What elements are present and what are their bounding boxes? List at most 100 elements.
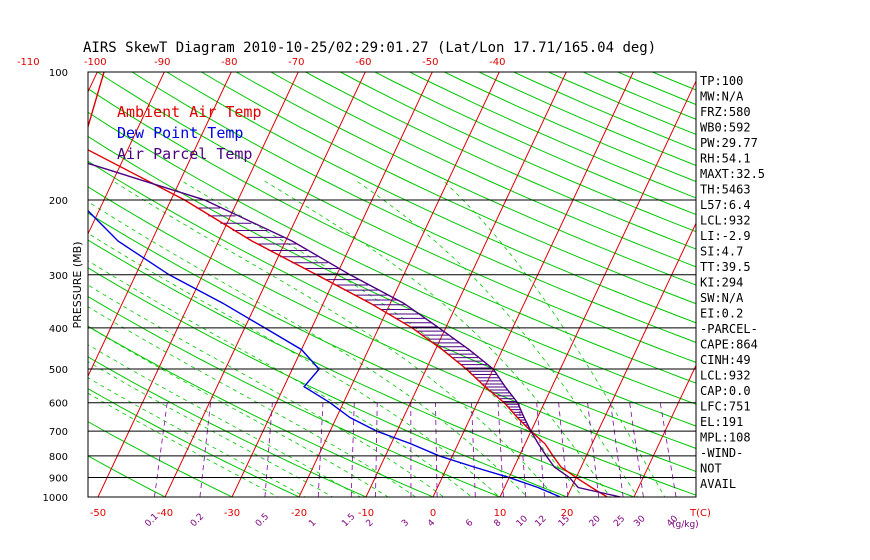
mixing-ratio-line <box>199 402 211 497</box>
mixing-ratio-line <box>518 402 527 497</box>
moist-adiabat <box>88 392 279 497</box>
stat-line: NOT <box>700 462 722 476</box>
stat-line: TH:5463 <box>700 183 751 197</box>
mixing-ratio-line <box>471 402 476 497</box>
y-axis-label: PRESSURE (MB) <box>71 242 84 329</box>
mixing-ratio-label: 12 <box>534 514 549 529</box>
stat-line: TP:100 <box>700 74 743 88</box>
pressure-tick-label: 700 <box>49 427 68 438</box>
pressure-tick-label: 400 <box>49 324 68 335</box>
stat-line: WB0:592 <box>700 121 751 135</box>
stat-line: SI:4.7 <box>700 245 743 259</box>
grid-lines <box>0 67 870 502</box>
mixing-ratio-line <box>497 402 504 497</box>
pressure-tick-label: 500 <box>49 365 68 376</box>
stat-line: -PARCEL- <box>700 322 758 336</box>
top-temp-tick-label: -50 <box>422 57 438 68</box>
stat-line: EL:191 <box>700 415 743 429</box>
dry-adiabat <box>304 72 696 250</box>
moist-adiabat <box>88 306 417 497</box>
mixing-ratio-line <box>587 402 600 497</box>
cape-hatching <box>184 199 531 431</box>
mixing-ratio-label: 8 <box>492 518 503 529</box>
moist-adiabat <box>88 232 500 497</box>
mixing-ratio-label: 0.2 <box>189 512 206 529</box>
stat-line: MPL:108 <box>700 431 751 445</box>
pressure-tick-label: 200 <box>49 196 68 207</box>
legend-entry: Air Parcel Temp <box>117 145 252 163</box>
chart-title: AIRS SkewT Diagram 2010-10-25/02:29:01.2… <box>83 40 656 56</box>
moist-adiabat <box>88 201 528 497</box>
dry-adiabat <box>131 72 696 343</box>
stat-line: CINH:49 <box>700 353 751 367</box>
dry-adiabat <box>373 72 696 216</box>
top-temp-tick-label: -100 <box>84 57 107 68</box>
stat-line: MW:N/A <box>700 90 744 104</box>
dry-adiabat <box>165 72 696 324</box>
isotherm <box>432 72 634 497</box>
mixing-ratio-label: 20 <box>588 514 603 529</box>
pressure-tick-label: 1000 <box>43 493 68 504</box>
dry-adiabat <box>200 72 696 305</box>
moist-adiabat <box>88 284 445 497</box>
isotherm <box>766 67 870 502</box>
dry-adiabat <box>512 72 696 151</box>
mixing-ratio-label: 1.5 <box>340 512 357 529</box>
stat-line: CAPE:864 <box>700 338 758 352</box>
isotherm <box>88 72 165 236</box>
profile-line <box>88 209 561 497</box>
mixing-ratio-line <box>435 402 438 497</box>
bottom-temp-tick-label: 10 <box>494 508 507 519</box>
pressure-tick-label: 100 <box>49 68 68 79</box>
mixing-ratio-line <box>610 402 624 497</box>
dry-adiabat <box>269 72 696 268</box>
stat-line: RH:54.1 <box>700 152 751 166</box>
isotherm <box>231 72 433 497</box>
mixing-ratio-label: 4 <box>426 518 437 529</box>
isotherm <box>0 67 33 502</box>
isotherm <box>298 72 500 497</box>
moist-adiabat <box>88 344 362 497</box>
isotherm <box>499 79 696 497</box>
stat-line: FRZ:580 <box>700 105 751 119</box>
stat-line: LI:-2.9 <box>700 229 751 243</box>
profile-lines <box>88 72 621 497</box>
stat-line: LFC:751 <box>700 400 751 414</box>
profile-line <box>88 72 608 497</box>
bottom-temp-tick-label: -40 <box>157 508 173 519</box>
dry-adiabat <box>408 72 696 199</box>
mixing-ratio-line <box>264 402 273 497</box>
dry-adiabat <box>88 325 435 497</box>
bottom-temp-tick-label: -50 <box>90 508 106 519</box>
stat-line: CAP:0.0 <box>700 384 751 398</box>
isotherm <box>833 67 870 502</box>
legend-entry: Dew Point Temp <box>117 124 243 142</box>
stat-line: SW:N/A <box>700 291 744 305</box>
stat-line: LCL:932 <box>700 369 751 383</box>
dry-adiabat <box>88 212 696 496</box>
moist-adiabat <box>88 260 473 497</box>
legend: Ambient Air Temp Dew Point Temp Air Parcel… <box>117 103 262 163</box>
isotherm <box>365 72 567 497</box>
pressure-tick-label: 900 <box>49 474 68 485</box>
profile-line <box>88 162 621 497</box>
moist-adiabat <box>88 377 307 497</box>
mixing-ratio-line <box>558 402 569 497</box>
pressure-tick-label: 300 <box>49 271 68 282</box>
bottom-temp-tick-label: -20 <box>291 508 307 519</box>
mixing-ratio-label: 3 <box>400 518 411 529</box>
bottom-temp-unit-label: T(C) <box>689 508 711 519</box>
axis-labels: 1002003004005006007008009001000-120-110-… <box>17 57 711 530</box>
moist-adiabat <box>355 180 638 497</box>
dry-adiabat <box>88 160 696 449</box>
pressure-tick-label: 600 <box>49 399 68 410</box>
isotherm <box>566 222 696 497</box>
isotherm <box>88 72 232 378</box>
mixing-ratio-line <box>350 402 355 497</box>
dry-adiabat <box>88 135 696 427</box>
dry-adiabat <box>88 388 301 497</box>
isotherm <box>97 72 299 497</box>
moist-adiabat <box>180 180 584 497</box>
stat-line: L57:6.4 <box>700 198 751 212</box>
